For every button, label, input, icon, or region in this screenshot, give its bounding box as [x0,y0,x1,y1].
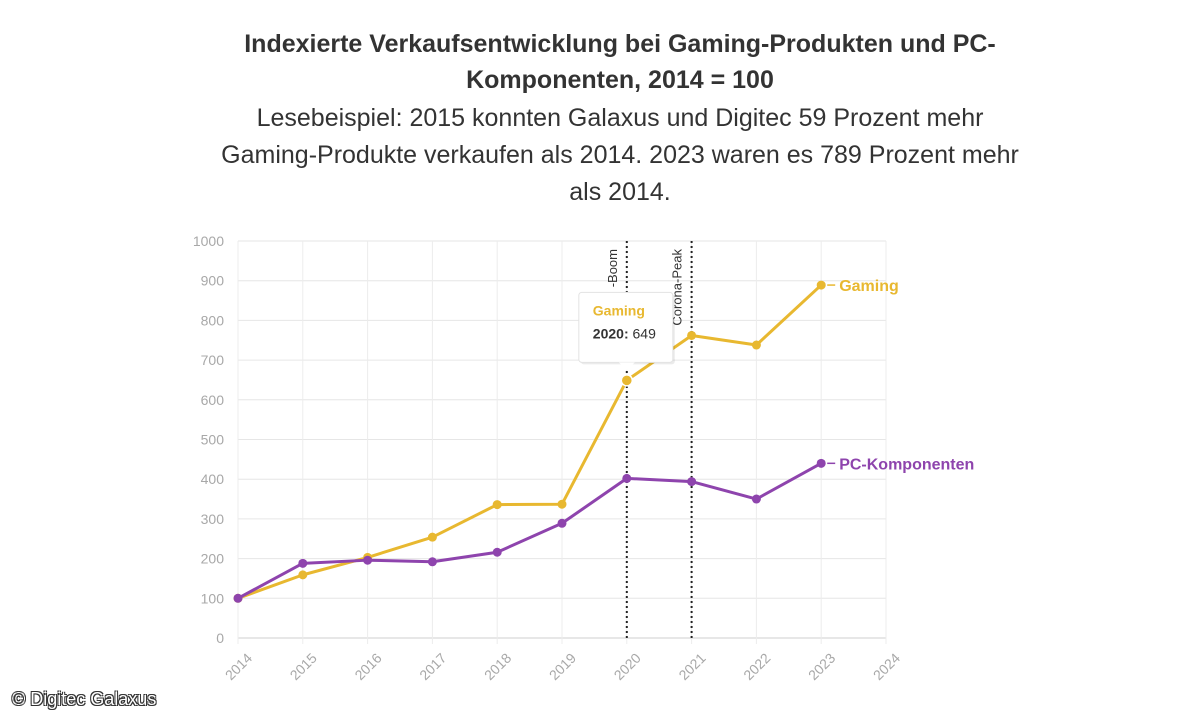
data-point [557,499,567,509]
tooltip-pointer [618,362,635,371]
chart-title: Indexierte Verkaufsentwicklung bei Gamin… [244,30,996,94]
chart-subtitle: Lesebeispiel: 2015 konnten Galaxus und D… [221,104,1019,206]
y-tick-label: 900 [201,273,225,289]
y-tick-label: 1000 [193,233,224,249]
x-tick-label: 2014 [222,650,255,683]
y-tick-label: 800 [201,312,225,328]
data-point [363,555,373,565]
copyright-credit: © Digitec Galaxus [12,689,157,709]
y-tick-label: 300 [201,511,225,527]
tooltip-x-label: 2020: [593,325,633,341]
data-point [298,570,308,580]
chart-header: Indexierte Verkaufsentwicklung bei Gamin… [0,26,1200,211]
data-point [816,280,826,290]
data-point [687,330,697,340]
x-tick-label: 2023 [805,650,838,683]
tooltip-value: 2020: 649 [593,325,656,341]
series-line [237,462,822,600]
y-tick-label: 600 [201,392,225,408]
x-tick-label: 2019 [546,650,579,683]
hovered-point [620,374,634,387]
annotation-label: Corona-Peak [670,249,685,326]
data-point [427,557,437,567]
tooltip-y-value: 649 [633,325,657,341]
x-tick-label: 2016 [351,650,384,683]
y-tick-label: 100 [201,590,225,606]
x-tick-label: 2017 [416,650,449,683]
x-tick-label: 2018 [481,650,514,683]
data-point [751,340,761,350]
y-tick-label: 500 [201,432,225,448]
series-end-label: Gaming [839,278,899,295]
y-tick-label: 400 [201,471,225,487]
data-point [427,532,437,542]
x-tick-label: 2024 [870,650,903,683]
series-line [237,283,823,600]
data-point [687,477,697,487]
y-tick-label: 200 [201,551,225,567]
data-point [622,473,632,483]
x-tick-label: 2022 [740,650,773,683]
data-point [492,547,502,557]
data-point [233,593,243,603]
x-tick-label: 2020 [611,650,644,683]
data-point [492,500,502,510]
y-tick-label: 0 [216,630,224,646]
data-point [298,558,308,568]
series-end-label: PC-Komponenten [839,456,974,473]
data-point [816,458,826,468]
data-point [557,518,567,528]
tooltip-series-name: Gaming [593,302,645,318]
annotation-label: -Boom [605,249,620,287]
data-point [751,494,761,504]
y-tick-label: 700 [201,352,225,368]
x-tick-label: 2021 [675,650,708,683]
x-tick-label: 2015 [287,650,320,683]
